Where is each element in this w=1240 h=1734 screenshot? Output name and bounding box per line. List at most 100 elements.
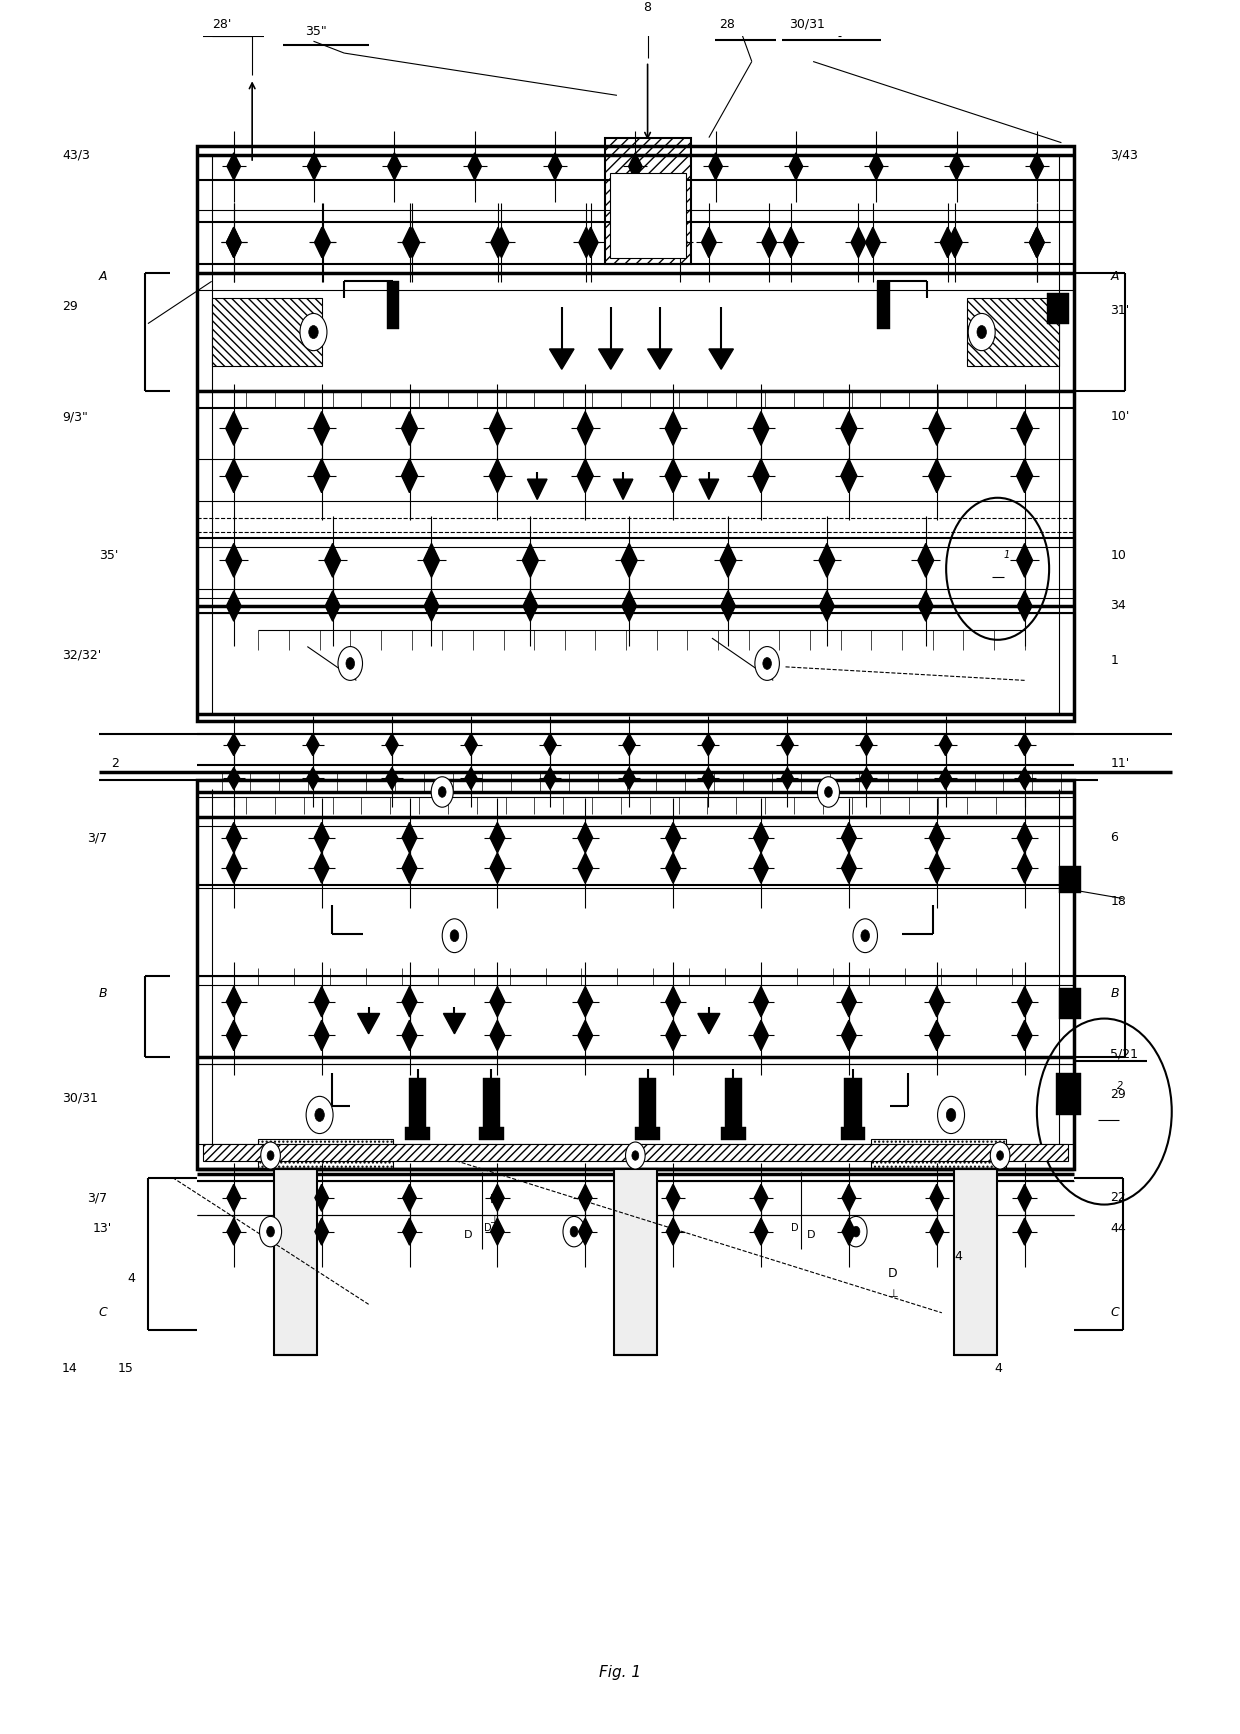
Text: 3/7: 3/7	[87, 1191, 107, 1205]
Polygon shape	[386, 733, 398, 756]
Polygon shape	[578, 411, 593, 446]
Circle shape	[267, 1151, 274, 1160]
Bar	[722, 1127, 745, 1141]
Bar	[482, 1079, 500, 1132]
Polygon shape	[388, 153, 401, 180]
Polygon shape	[761, 227, 776, 258]
Text: 11': 11'	[1111, 756, 1130, 770]
Polygon shape	[841, 411, 857, 446]
Polygon shape	[841, 460, 857, 492]
Polygon shape	[818, 543, 835, 577]
Bar	[605, 137, 691, 264]
Bar	[872, 1139, 1006, 1169]
Text: 10': 10'	[1111, 411, 1130, 423]
Polygon shape	[672, 227, 687, 258]
Polygon shape	[842, 853, 857, 883]
Text: 5/21: 5/21	[1111, 1047, 1138, 1061]
Text: 34: 34	[1111, 600, 1126, 612]
Polygon shape	[702, 768, 714, 789]
Text: ⊥: ⊥	[490, 1216, 500, 1224]
Polygon shape	[405, 227, 419, 258]
Polygon shape	[403, 1184, 417, 1212]
Polygon shape	[325, 543, 341, 577]
Text: D: D	[490, 1193, 500, 1205]
Polygon shape	[930, 1217, 944, 1245]
Polygon shape	[666, 1217, 680, 1245]
Text: 2: 2	[112, 756, 119, 770]
Bar	[954, 1169, 997, 1354]
Polygon shape	[228, 733, 239, 756]
Text: D: D	[791, 1222, 799, 1233]
Polygon shape	[583, 227, 598, 258]
Text: 6: 6	[1111, 831, 1118, 844]
Polygon shape	[621, 591, 636, 621]
Text: D: D	[888, 1268, 898, 1280]
Polygon shape	[861, 733, 873, 756]
Text: 28: 28	[719, 17, 734, 31]
Bar	[967, 298, 1059, 366]
Bar	[258, 1139, 393, 1169]
Polygon shape	[308, 153, 321, 180]
Polygon shape	[621, 543, 637, 577]
Polygon shape	[522, 543, 538, 577]
Polygon shape	[403, 227, 418, 258]
Text: 18: 18	[1111, 895, 1126, 909]
Polygon shape	[306, 733, 319, 756]
Polygon shape	[1017, 460, 1033, 492]
Bar	[725, 1079, 742, 1132]
Polygon shape	[754, 853, 769, 883]
Polygon shape	[1017, 543, 1033, 577]
Polygon shape	[666, 1020, 681, 1051]
Circle shape	[450, 929, 459, 942]
Polygon shape	[709, 153, 723, 180]
Polygon shape	[1017, 853, 1032, 883]
Polygon shape	[842, 1184, 856, 1212]
Text: 43/3: 43/3	[62, 147, 91, 161]
Polygon shape	[940, 768, 951, 789]
Bar	[1047, 293, 1069, 324]
Polygon shape	[1017, 411, 1033, 446]
Polygon shape	[490, 822, 505, 853]
Polygon shape	[490, 411, 506, 446]
Circle shape	[300, 314, 327, 350]
Polygon shape	[491, 1184, 505, 1212]
Text: D: D	[807, 1229, 816, 1240]
Circle shape	[432, 777, 454, 808]
Polygon shape	[490, 1020, 505, 1051]
Circle shape	[817, 777, 839, 808]
Polygon shape	[869, 153, 883, 180]
Polygon shape	[709, 349, 733, 369]
Polygon shape	[226, 543, 242, 577]
Text: ⊥: ⊥	[888, 1288, 898, 1299]
Circle shape	[315, 1108, 325, 1122]
Polygon shape	[494, 227, 508, 258]
Polygon shape	[227, 853, 241, 883]
Text: 30/31: 30/31	[789, 17, 825, 31]
Polygon shape	[1018, 768, 1030, 789]
Polygon shape	[702, 227, 717, 258]
Text: B: B	[1111, 987, 1118, 1001]
Polygon shape	[665, 411, 681, 446]
Bar	[841, 1127, 866, 1141]
Text: D: D	[485, 1222, 492, 1233]
Circle shape	[309, 326, 319, 338]
Polygon shape	[314, 987, 329, 1016]
Circle shape	[852, 1226, 859, 1236]
Text: 10: 10	[1111, 548, 1126, 562]
Polygon shape	[622, 733, 635, 756]
Polygon shape	[490, 987, 505, 1016]
Bar	[274, 1169, 316, 1354]
Polygon shape	[227, 987, 241, 1016]
Text: 32/32': 32/32'	[62, 649, 102, 661]
Polygon shape	[842, 1020, 857, 1051]
Circle shape	[946, 1108, 956, 1122]
Polygon shape	[227, 1020, 241, 1051]
Text: 35": 35"	[305, 24, 326, 38]
Polygon shape	[314, 822, 329, 853]
Polygon shape	[1029, 227, 1044, 258]
Text: 4: 4	[128, 1273, 135, 1285]
Circle shape	[991, 1143, 1009, 1169]
Polygon shape	[666, 987, 681, 1016]
Polygon shape	[930, 853, 944, 883]
Polygon shape	[666, 822, 681, 853]
